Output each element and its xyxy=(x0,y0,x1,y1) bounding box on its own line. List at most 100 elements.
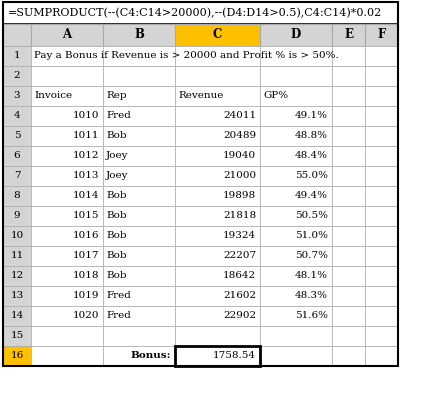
Bar xyxy=(103,346,175,366)
Text: 9: 9 xyxy=(14,212,20,220)
Text: Fred: Fred xyxy=(106,291,131,301)
Bar xyxy=(3,146,31,166)
Bar xyxy=(3,346,31,366)
Bar xyxy=(175,66,260,86)
Bar xyxy=(332,46,365,66)
Bar xyxy=(3,246,31,266)
Text: 51.0%: 51.0% xyxy=(295,231,328,241)
Text: Joey: Joey xyxy=(106,152,128,160)
Bar xyxy=(260,66,332,86)
Text: Rep: Rep xyxy=(106,91,127,100)
Bar xyxy=(3,286,31,306)
Bar xyxy=(31,126,103,146)
Text: Bob: Bob xyxy=(106,251,127,260)
Bar xyxy=(175,326,260,346)
Text: 10: 10 xyxy=(10,231,24,241)
Text: 55.0%: 55.0% xyxy=(295,172,328,181)
Bar xyxy=(31,24,103,46)
Text: Bob: Bob xyxy=(106,272,127,280)
Bar xyxy=(260,226,332,246)
Bar xyxy=(175,106,260,126)
Text: 1013: 1013 xyxy=(72,172,99,181)
Text: 1018: 1018 xyxy=(72,272,99,280)
Bar xyxy=(260,206,332,226)
Bar xyxy=(103,286,175,306)
Bar xyxy=(3,166,31,186)
Bar xyxy=(175,306,260,326)
Text: 1012: 1012 xyxy=(72,152,99,160)
Bar xyxy=(3,306,31,326)
Bar xyxy=(3,206,31,226)
Bar xyxy=(260,166,332,186)
Text: 22902: 22902 xyxy=(223,312,256,320)
Text: 50.5%: 50.5% xyxy=(295,212,328,220)
Text: 5: 5 xyxy=(14,131,20,141)
Bar xyxy=(103,306,175,326)
Bar xyxy=(332,166,365,186)
Bar xyxy=(103,146,175,166)
Bar xyxy=(332,326,365,346)
Bar xyxy=(365,66,398,86)
Bar xyxy=(260,106,332,126)
Bar xyxy=(175,46,260,66)
Bar xyxy=(31,286,103,306)
Bar xyxy=(175,86,260,106)
Bar xyxy=(365,306,398,326)
Bar xyxy=(260,86,332,106)
Bar xyxy=(332,346,365,366)
Text: Fred: Fred xyxy=(106,312,131,320)
Text: 49.4%: 49.4% xyxy=(295,191,328,201)
Bar xyxy=(365,146,398,166)
Bar xyxy=(175,246,260,266)
Text: 18642: 18642 xyxy=(223,272,256,280)
Bar xyxy=(365,226,398,246)
Text: 1: 1 xyxy=(14,52,20,60)
Bar xyxy=(31,326,103,346)
Bar xyxy=(332,246,365,266)
Bar xyxy=(332,126,365,146)
Bar xyxy=(365,186,398,206)
Text: D: D xyxy=(291,29,301,42)
Text: 3: 3 xyxy=(14,91,20,100)
Text: 16: 16 xyxy=(10,351,24,361)
Bar xyxy=(3,126,31,146)
Bar xyxy=(31,66,103,86)
Bar xyxy=(260,246,332,266)
Text: 4: 4 xyxy=(14,112,20,120)
Bar xyxy=(31,166,103,186)
Text: 12: 12 xyxy=(10,272,24,280)
Bar xyxy=(332,86,365,106)
Bar xyxy=(175,186,260,206)
Text: Bonus:: Bonus: xyxy=(131,351,171,361)
Bar xyxy=(103,266,175,286)
Text: 21000: 21000 xyxy=(223,172,256,181)
Bar xyxy=(365,346,398,366)
Text: Bob: Bob xyxy=(106,231,127,241)
Bar xyxy=(175,346,260,366)
Bar xyxy=(103,246,175,266)
Bar xyxy=(31,146,103,166)
Bar xyxy=(365,46,398,66)
Text: 1019: 1019 xyxy=(72,291,99,301)
Bar xyxy=(175,126,260,146)
Text: 1010: 1010 xyxy=(72,112,99,120)
Bar xyxy=(175,166,260,186)
Bar xyxy=(31,186,103,206)
Bar xyxy=(260,46,332,66)
Bar xyxy=(31,306,103,326)
Text: C: C xyxy=(213,29,222,42)
Bar xyxy=(103,86,175,106)
Bar xyxy=(332,24,365,46)
Bar xyxy=(103,24,175,46)
Bar xyxy=(365,286,398,306)
Bar xyxy=(365,24,398,46)
Bar xyxy=(260,186,332,206)
Text: 51.6%: 51.6% xyxy=(295,312,328,320)
Bar xyxy=(31,266,103,286)
Bar xyxy=(260,346,332,366)
Text: Bob: Bob xyxy=(106,212,127,220)
Bar xyxy=(332,306,365,326)
Bar xyxy=(31,346,103,366)
Text: Fred: Fred xyxy=(106,112,131,120)
Bar xyxy=(103,46,175,66)
